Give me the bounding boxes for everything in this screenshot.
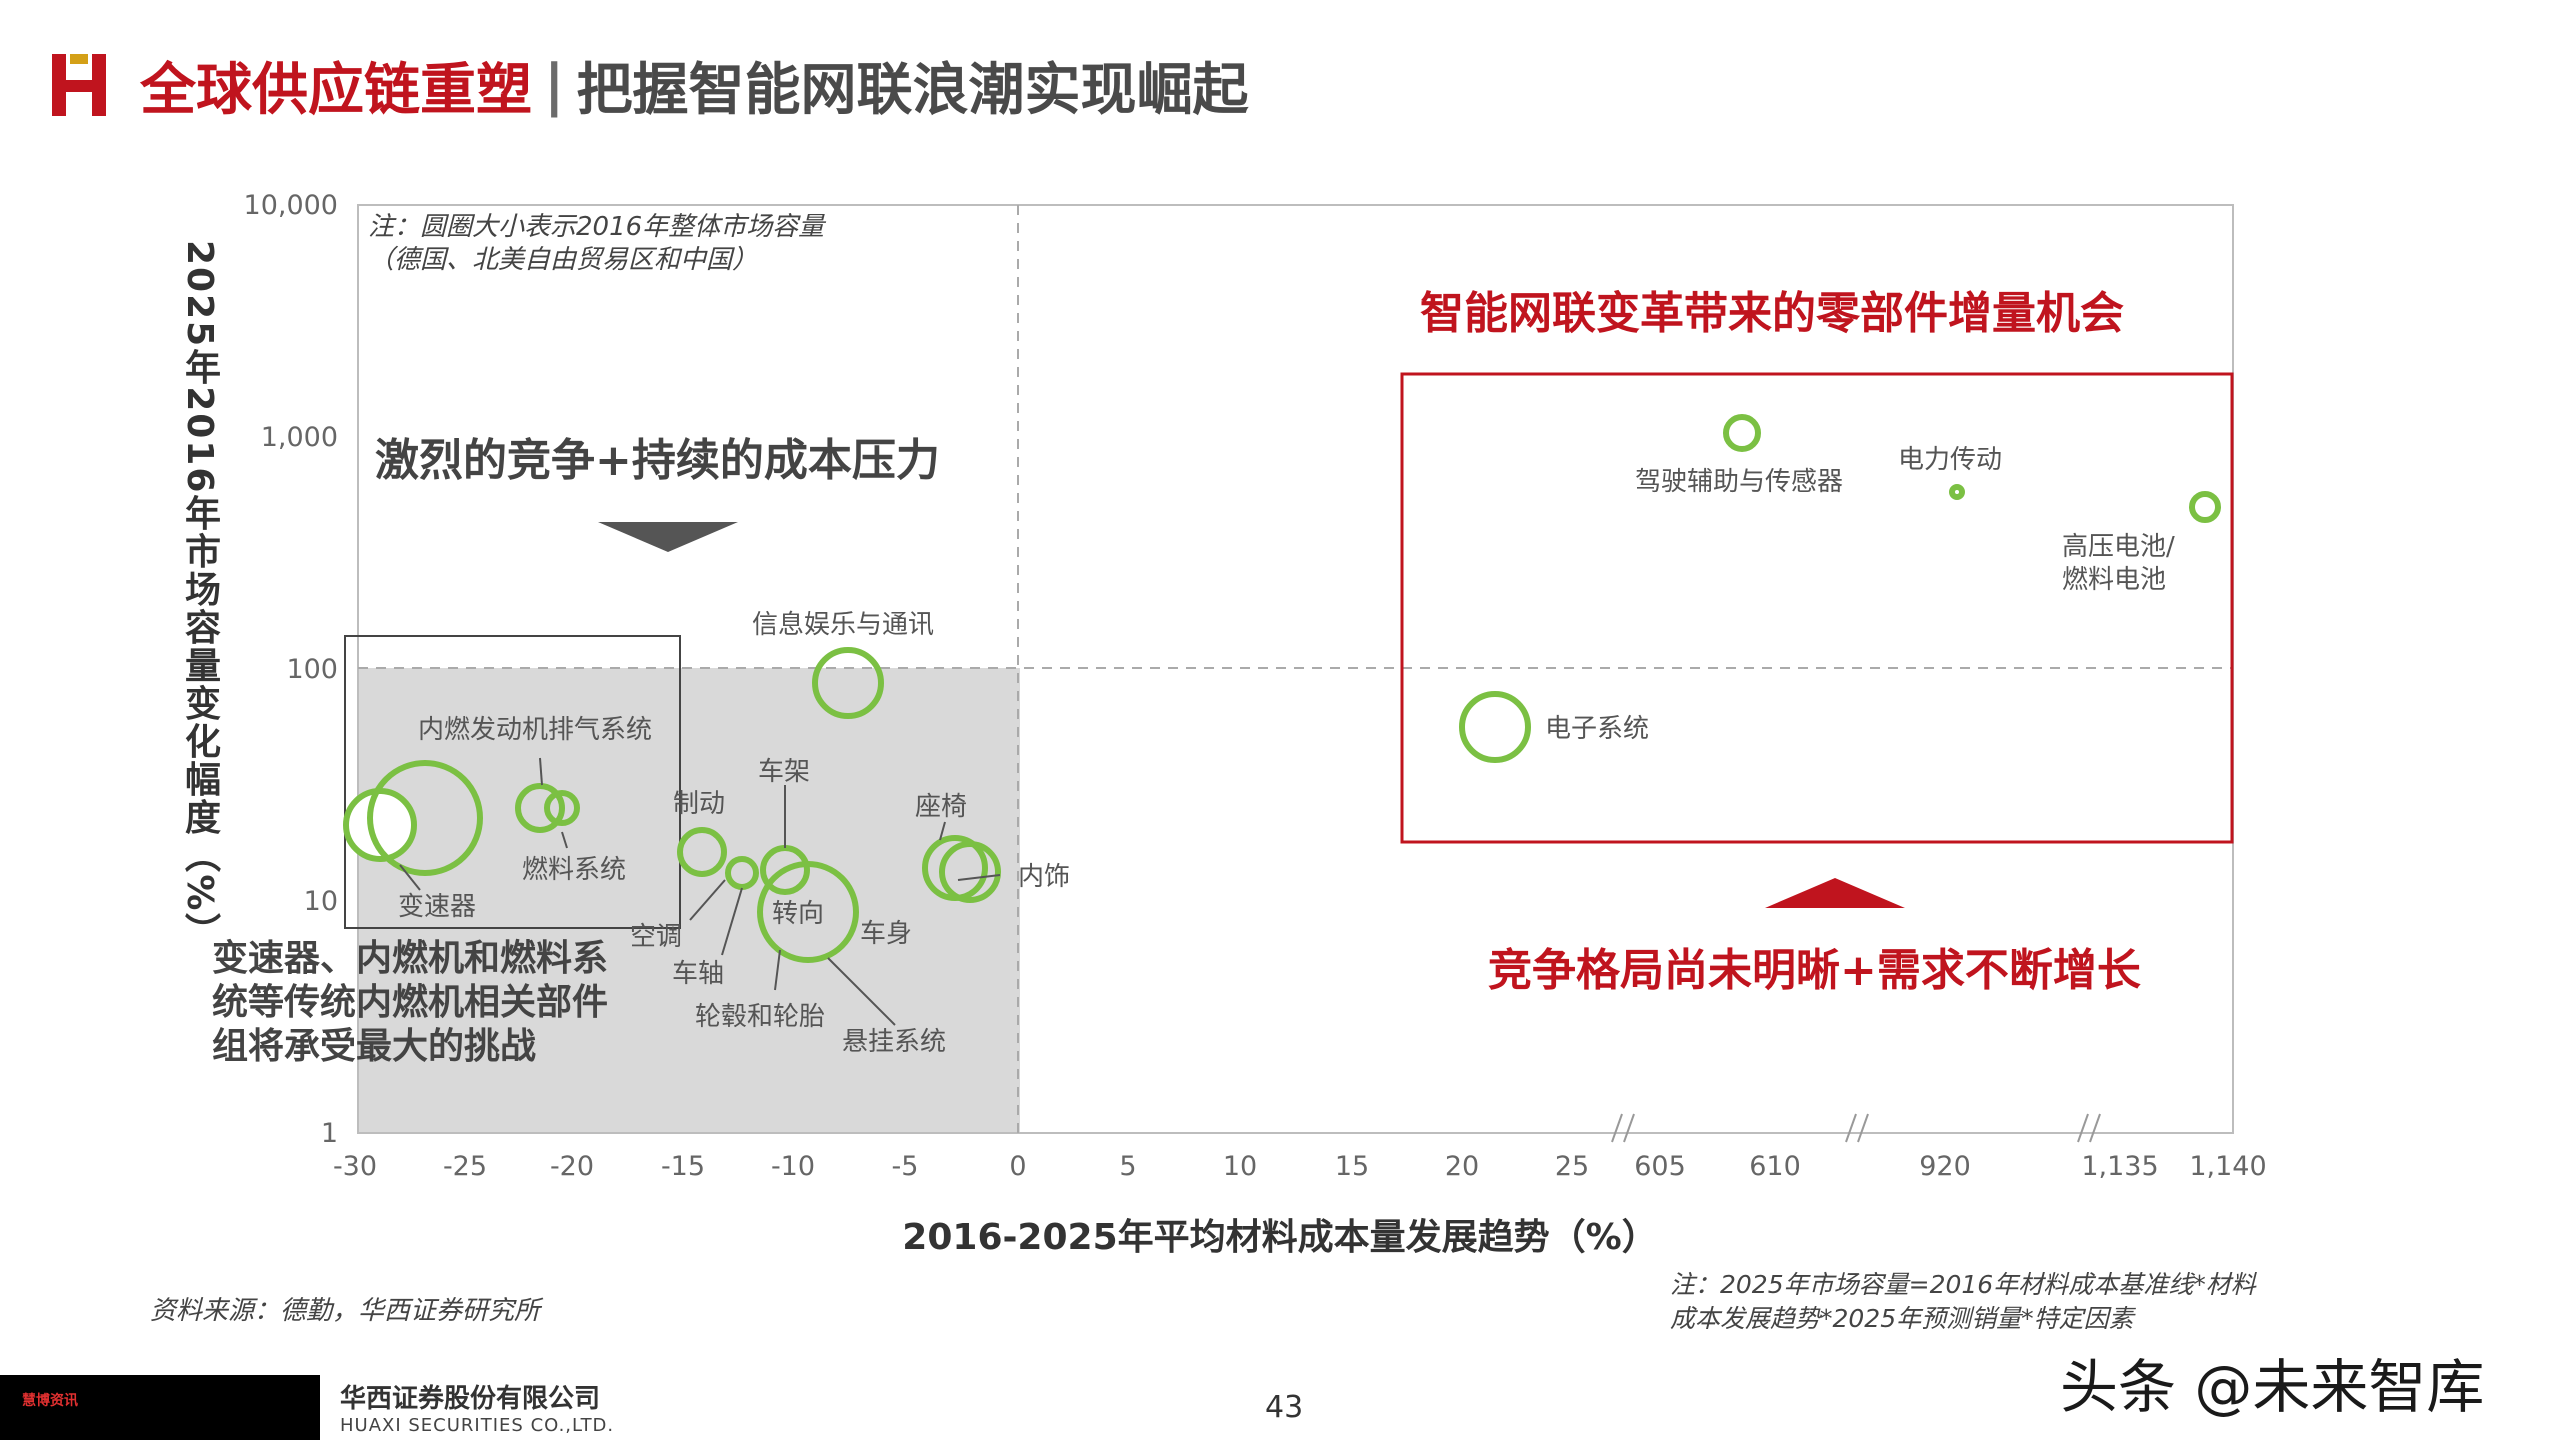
page-title-main: 全球供应链重塑 [140, 57, 532, 123]
bubble-infotainment [812, 647, 884, 719]
x-tick-label: 10 [1223, 1151, 1257, 1182]
label-electronics: 电子系统 [1545, 714, 1649, 744]
bubble-labels: 信息娱乐与通讯 内燃发动机排气系统 燃料系统 变速器 制动 车架 座椅 内饰 空… [398, 445, 2175, 1057]
bubble-edrive [1949, 484, 1965, 500]
label-exhaust: 内燃发动机排气系统 [418, 715, 652, 745]
footer-badge [0, 1375, 320, 1440]
bubble-electronics [1459, 691, 1531, 763]
bubble-steering [757, 861, 859, 963]
right-annotation-foot: 竞争格局尚未明晰+需求不断增长 [1488, 945, 2141, 996]
x-tick-label: -10 [771, 1151, 815, 1182]
huaxi-logo-icon [52, 54, 106, 116]
y-tick-label: 1 [321, 1118, 338, 1149]
source-note: 资料来源：德勤，华西证券研究所 [150, 1296, 541, 1326]
y-tick-label: 1,000 [261, 422, 338, 453]
label-ac: 空调 [630, 922, 682, 952]
size-note-line2: （德国、北美自由贸易区和中国） [368, 245, 758, 275]
y-axis-ticks: 1 10 100 1,000 10,000 [244, 190, 338, 1149]
legacy-parts-box [344, 635, 681, 929]
label-edrive: 电力传动 [1898, 445, 2002, 475]
label-axle: 车轴 [672, 959, 724, 989]
label-fuel: 燃料系统 [522, 855, 626, 885]
x-tick-label: 920 [1919, 1151, 1971, 1182]
opportunity-box [1400, 372, 2234, 844]
x-tick-label: -5 [892, 1151, 919, 1182]
label-steering: 转向 [772, 899, 824, 929]
y-tick-label: 10 [304, 886, 338, 917]
label-battery-1: 高压电池/ [2062, 532, 2175, 562]
right-annotation-head: 智能网联变革带来的零部件增量机会 [1420, 288, 2124, 339]
x-tick-label: 15 [1335, 1151, 1369, 1182]
label-brake: 制动 [673, 789, 725, 819]
y-tick-label: 100 [286, 654, 338, 685]
shaded-region [358, 668, 1020, 1133]
bubble-brake [677, 827, 727, 877]
label-gearbox: 变速器 [398, 892, 476, 922]
page-number: 43 [1265, 1390, 1304, 1425]
label-body: 车身 [860, 919, 912, 949]
down-arrow-icon [598, 522, 738, 552]
label-adas: 驾驶辅助与传感器 [1635, 467, 1843, 497]
company-block: 华西证券股份有限公司 HUAXI SECURITIES CO.,LTD. [340, 1378, 614, 1436]
up-arrow-icon [1765, 878, 1905, 908]
x-tick-label: -30 [333, 1151, 377, 1182]
y-axis-title: 2025年2016年市场容量变化幅度（%） [179, 240, 220, 951]
label-wheels: 轮毂和轮胎 [695, 1002, 825, 1032]
label-seat: 座椅 [915, 792, 967, 822]
size-note-line1: 注：圆圈大小表示2016年整体市场容量 [368, 212, 827, 242]
left-annotation-body-2: 统等传统内燃机相关部件 [212, 982, 608, 1023]
bubbles [343, 414, 2221, 963]
company-name-cn: 华西证券股份有限公司 [340, 1384, 601, 1414]
x-axis-title: 2016-2025年平均材料成本量发展趋势（%） [902, 1217, 1658, 1258]
bubble-battery [2189, 491, 2221, 523]
x-tick-label: 605 [1634, 1151, 1686, 1182]
x-axis-ticks: -30 -25 -20 -15 -10 -5 0 5 10 15 20 25 605 610 920 1,13… [333, 1151, 2267, 1182]
x-tick-label: 610 [1749, 1151, 1801, 1182]
watermark: 头条 @未来智库 [2060, 1353, 2485, 1421]
label-frame: 车架 [758, 757, 810, 787]
leader-lines [399, 757, 1001, 1026]
x-tick-label: 5 [1119, 1151, 1136, 1182]
x-tick-label: 0 [1009, 1151, 1026, 1182]
x-tick-label: 1,135 [2081, 1151, 2158, 1182]
label-suspension: 悬挂系统 [842, 1027, 946, 1057]
y-tick-label: 10,000 [244, 190, 338, 221]
x-tick-label: 25 [1555, 1151, 1589, 1182]
x-tick-label: -15 [661, 1151, 705, 1182]
bubble-adas [1723, 414, 1761, 452]
title-separator: | [544, 52, 565, 118]
footer-badge-text: 慧博资讯 [22, 1393, 78, 1409]
x-tick-label: -25 [443, 1151, 487, 1182]
label-infotainment: 信息娱乐与通讯 [752, 610, 934, 640]
bubble-seat [939, 841, 1001, 903]
company-name-en: HUAXI SECURITIES CO.,LTD. [340, 1415, 615, 1436]
left-annotation-head: 激烈的竞争+持续的成本压力 [375, 435, 940, 486]
page-title-sub: 把握智能网联浪潮实现崛起 [576, 57, 1249, 123]
left-annotation-body-1: 变速器、内燃机和燃料系 [212, 937, 608, 979]
bubble-gearbox [367, 760, 483, 876]
page-header: 全球供应链重塑 | 把握智能网联浪潮实现崛起 [50, 40, 1248, 130]
x-tick-label: 20 [1445, 1151, 1479, 1182]
bubble-exhaust [515, 783, 565, 833]
bubble-fuel [544, 790, 580, 826]
calculation-note: 注：2025年市场容量=2016年材料成本基准线*材料成本发展趋势*2025年预… [1670, 1270, 2256, 1333]
x-tick-label: -20 [550, 1151, 594, 1182]
label-interior: 内饰 [1018, 862, 1070, 892]
left-annotation-body-3: 组将承受最大的挑战 [212, 1026, 536, 1067]
axis-break-marks [1611, 1113, 2101, 1143]
bubble-ac [725, 856, 759, 890]
x-tick-label: 1,140 [2189, 1151, 2266, 1182]
label-battery-2: 燃料电池 [2062, 565, 2166, 595]
